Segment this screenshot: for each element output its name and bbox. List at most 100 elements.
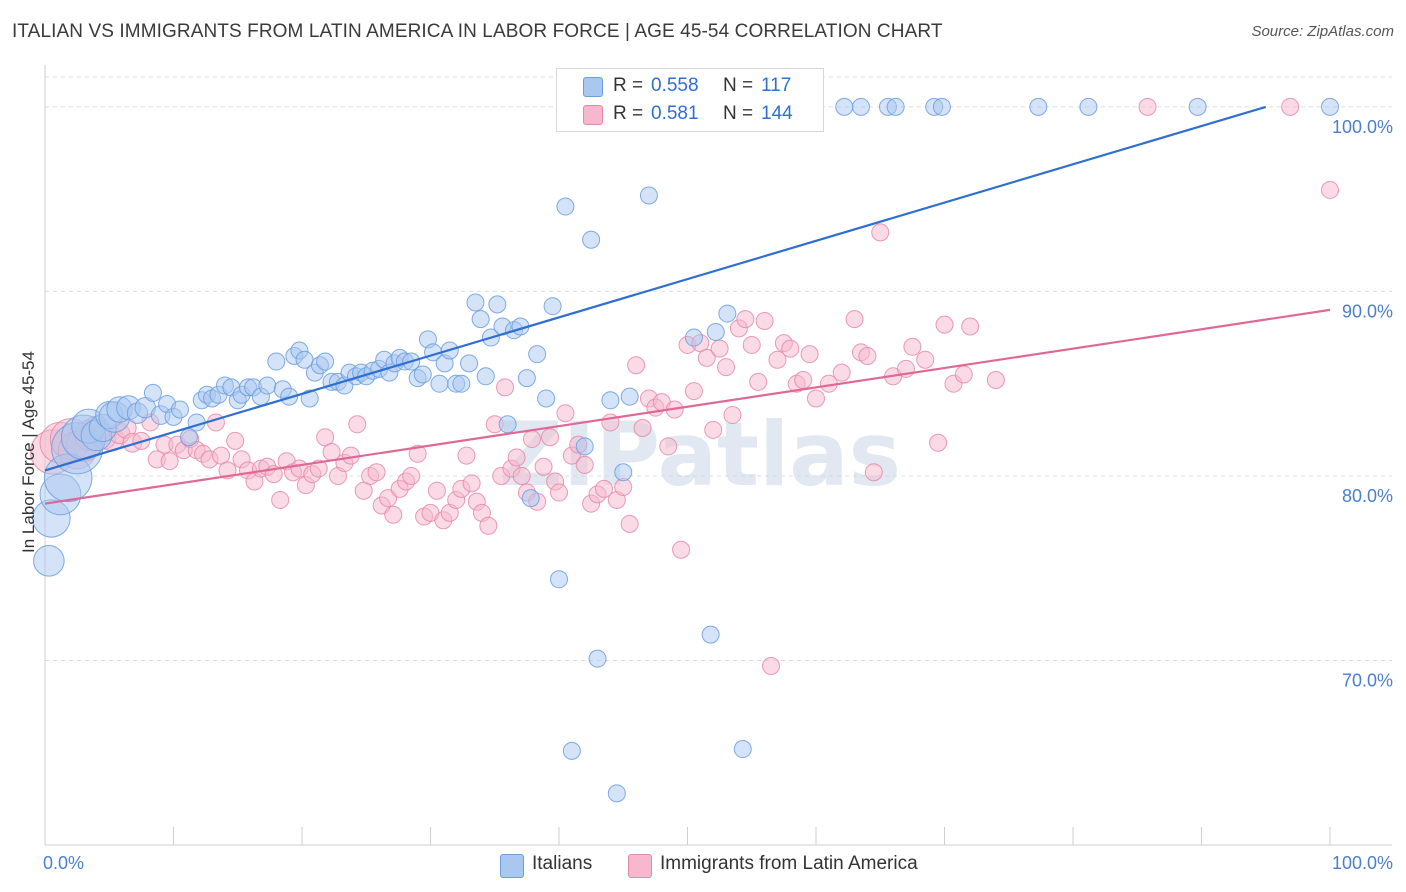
point-immigrants	[1138, 97, 1157, 116]
legend-swatch-blue	[583, 77, 603, 97]
point-immigrants	[160, 452, 179, 471]
point-immigrants	[402, 466, 421, 485]
point-immigrants	[627, 356, 646, 375]
point-immigrants	[704, 420, 723, 439]
legend-n-label: N =	[723, 75, 754, 96]
y-tick-label: 90.0%	[1342, 301, 1393, 321]
point-italians	[1079, 97, 1098, 116]
source-label: Source: ZipAtlas.com	[1251, 23, 1394, 40]
point-immigrants	[710, 339, 729, 358]
point-italians	[528, 345, 547, 364]
point-italians	[835, 97, 854, 116]
legend-row-italians: R = 0.558 N = 117	[557, 73, 821, 101]
legend-r-label: R =	[613, 75, 644, 96]
point-italians	[537, 389, 556, 408]
point-italians	[684, 328, 703, 347]
point-immigrants	[755, 311, 774, 330]
series-italians	[32, 97, 1339, 803]
y-tick-label: 100.0%	[1332, 117, 1393, 137]
point-immigrants	[457, 446, 476, 465]
point-immigrants	[864, 463, 883, 482]
point-immigrants	[462, 474, 481, 493]
legend-r-value: 0.581	[651, 103, 699, 124]
point-immigrants	[684, 382, 703, 401]
point-italians	[258, 376, 277, 395]
legend-item-immigrants: Immigrants from Latin America	[628, 852, 948, 878]
point-immigrants	[226, 431, 245, 450]
legend-swatch-immigrants	[628, 854, 652, 878]
point-immigrants	[1281, 97, 1300, 116]
point-italians	[170, 400, 189, 419]
y-tick-label: 80.0%	[1342, 486, 1393, 506]
point-immigrants	[845, 310, 864, 329]
stats-legend: R = 0.558 N = 117 R = 0.581 N = 144	[556, 68, 824, 132]
point-immigrants	[736, 310, 755, 329]
point-italians	[460, 354, 479, 373]
legend-swatch-italians	[500, 854, 524, 878]
point-italians	[556, 197, 575, 216]
trend-lines	[44, 105, 1331, 505]
point-italians	[562, 741, 581, 760]
point-italians	[550, 570, 568, 589]
point-immigrants	[954, 365, 973, 384]
point-immigrants	[768, 350, 787, 369]
point-immigrants	[781, 339, 800, 358]
point-italians	[701, 625, 720, 644]
point-immigrants	[408, 444, 427, 463]
point-immigrants	[550, 483, 568, 502]
point-immigrants	[717, 358, 736, 377]
point-immigrants	[556, 404, 575, 423]
legend-label-immigrants: Immigrants from Latin America	[660, 853, 918, 874]
point-italians	[413, 365, 432, 384]
x-tick-label-max: 100.0%	[1332, 853, 1393, 873]
legend-n-value: 144	[761, 103, 793, 124]
point-italians	[267, 352, 286, 371]
point-immigrants	[986, 371, 1005, 389]
point-italians	[886, 97, 905, 116]
legend-n-value: 117	[761, 75, 792, 96]
point-immigrants	[858, 347, 877, 366]
point-immigrants	[659, 437, 678, 456]
point-italians	[575, 437, 594, 456]
point-italians	[521, 489, 540, 508]
trend-line-italians	[44, 105, 1267, 472]
point-immigrants	[367, 463, 386, 482]
point-italians	[466, 293, 485, 312]
point-italians	[639, 186, 658, 205]
point-immigrants	[672, 540, 691, 559]
point-italians	[143, 383, 162, 402]
y-tick-label: 70.0%	[1342, 670, 1393, 690]
legend-r-label: R =	[613, 103, 644, 124]
point-immigrants	[762, 657, 781, 676]
point-italians	[588, 649, 607, 668]
point-immigrants	[427, 481, 446, 500]
point-immigrants	[523, 430, 542, 449]
point-immigrants	[541, 428, 560, 447]
point-italians	[706, 323, 725, 342]
point-immigrants	[871, 223, 890, 242]
point-immigrants	[961, 317, 980, 336]
point-italians	[300, 389, 319, 408]
legend-row-immigrants: R = 0.581 N = 144	[557, 101, 821, 129]
point-immigrants	[723, 406, 742, 425]
point-immigrants	[929, 433, 948, 452]
point-italians	[1029, 97, 1048, 116]
point-immigrants	[807, 389, 825, 408]
point-immigrants	[1321, 180, 1339, 199]
tick-labels: 70.0% 80.0% 90.0% 100.0% 0.0% 100.0%	[43, 117, 1393, 873]
legend-r-value: 0.558	[651, 75, 699, 96]
point-immigrants	[742, 335, 761, 354]
point-immigrants	[271, 490, 290, 509]
point-immigrants	[507, 448, 526, 467]
point-italians	[620, 387, 639, 406]
point-immigrants	[512, 466, 531, 485]
point-immigrants	[496, 378, 515, 397]
point-immigrants	[697, 348, 716, 367]
point-italians	[607, 784, 626, 803]
y-axis-label: In Labor Force | Age 45-54	[19, 351, 38, 553]
point-immigrants	[348, 415, 367, 434]
point-immigrants	[800, 345, 819, 364]
point-immigrants	[594, 479, 613, 498]
point-immigrants	[384, 505, 403, 524]
point-italians	[316, 352, 335, 371]
